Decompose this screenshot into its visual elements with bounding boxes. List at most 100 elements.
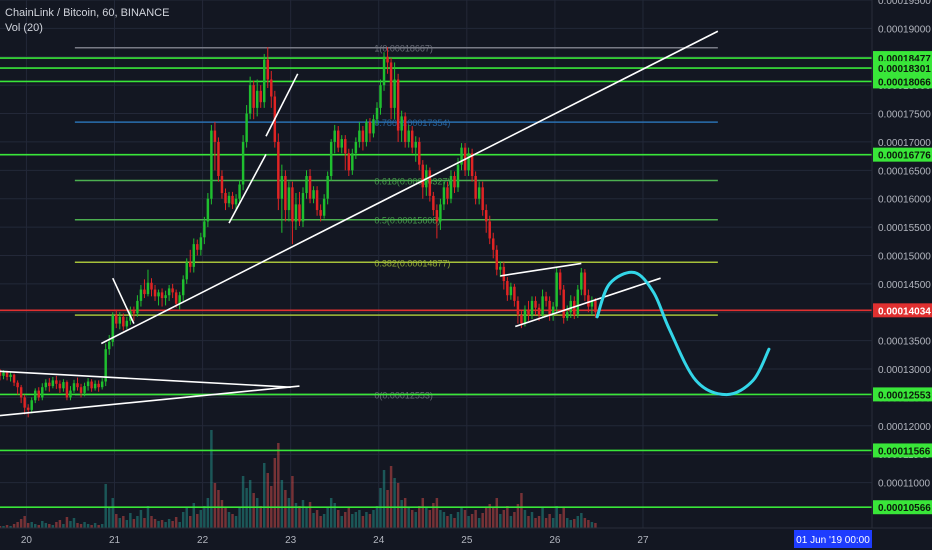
price-level-badge-label: 0.00018066 xyxy=(878,77,931,88)
volume-bar xyxy=(558,514,562,528)
candle-body xyxy=(467,153,470,171)
channel-bottom xyxy=(515,277,661,328)
candle-body xyxy=(453,176,456,188)
price-level-badge-label: 0.00018301 xyxy=(878,64,931,75)
volume-bar xyxy=(484,508,488,528)
volume-bar xyxy=(382,470,386,528)
volume-bar xyxy=(400,500,403,528)
candle-body xyxy=(403,116,407,142)
candle-body xyxy=(248,85,252,114)
candle-body xyxy=(488,221,491,239)
price-level-badge xyxy=(873,74,932,89)
candle-body xyxy=(55,380,58,384)
volume-bar xyxy=(308,502,312,528)
candle-body xyxy=(456,164,460,188)
time-tick-label: 22 xyxy=(197,535,209,546)
price-level-badge xyxy=(873,387,932,402)
candle-body xyxy=(58,383,62,389)
price-tick-label: 0.00012000 xyxy=(878,422,931,433)
price-tick-label: 0.00019500 xyxy=(878,0,931,7)
candle-body xyxy=(100,381,104,388)
price-tick-label: 0.00016000 xyxy=(878,195,931,206)
volume-bar xyxy=(153,519,157,528)
volume-bar xyxy=(118,518,122,528)
volume-bar xyxy=(280,480,284,528)
volume-bar xyxy=(255,498,259,528)
volume-bar xyxy=(125,520,129,528)
candle-body xyxy=(513,286,516,301)
candle-body xyxy=(192,244,196,267)
candle-body xyxy=(365,122,368,142)
volume-bar xyxy=(5,525,9,528)
candle-body xyxy=(298,204,301,222)
volume-bar xyxy=(37,525,40,528)
volume-bar xyxy=(569,520,572,528)
candle-body xyxy=(361,130,365,142)
candle-body xyxy=(322,198,326,216)
volume-bar xyxy=(537,516,541,528)
volume-bar xyxy=(495,498,499,528)
candle-body xyxy=(167,288,171,296)
candle-body xyxy=(93,383,97,389)
candle-body xyxy=(5,372,9,377)
volume-bar xyxy=(530,512,534,528)
volume-bar xyxy=(333,503,336,528)
fib-level-label: 0.786(0.00017354) xyxy=(374,118,450,128)
candle-body xyxy=(30,400,33,410)
candle-body xyxy=(231,195,234,205)
candle-body xyxy=(537,307,541,316)
volume-bar xyxy=(439,510,442,528)
candle-body xyxy=(104,349,107,382)
volume-bar xyxy=(111,498,114,528)
candle-body xyxy=(255,90,259,108)
candle-body xyxy=(481,187,484,211)
candle-body xyxy=(326,176,329,199)
volume-bar xyxy=(213,483,217,528)
candle-body xyxy=(178,295,181,304)
candle-body xyxy=(241,141,245,185)
volume-bar xyxy=(587,520,590,528)
candle-body xyxy=(83,386,86,393)
candle-body xyxy=(44,382,48,388)
volume-bar xyxy=(393,478,396,528)
candle-body xyxy=(439,204,442,222)
candle-body xyxy=(421,164,425,188)
price-axis-background xyxy=(872,0,932,550)
candle-body xyxy=(224,193,227,204)
volume-bar xyxy=(386,490,389,528)
candle-body xyxy=(206,198,210,222)
volume-bar xyxy=(573,519,576,528)
volume-bar xyxy=(284,490,287,528)
candle-body xyxy=(400,116,403,131)
volume-bar xyxy=(143,518,146,528)
candle-body xyxy=(351,153,354,171)
candle-body xyxy=(372,119,375,134)
candle-body xyxy=(266,59,269,80)
volume-bar xyxy=(210,430,213,528)
volume-bar xyxy=(192,503,196,528)
candle-body xyxy=(396,79,400,131)
price-level-badge-label: 0.00011566 xyxy=(878,446,931,457)
candle-body xyxy=(90,381,93,389)
volume-bar xyxy=(16,522,19,528)
candle-body xyxy=(62,382,65,389)
candle-body xyxy=(284,176,287,211)
price-level-badge xyxy=(873,147,932,162)
candle-body xyxy=(97,383,100,388)
volume-bar xyxy=(55,522,58,528)
candle-body xyxy=(319,210,322,216)
volume-bar xyxy=(541,508,544,528)
volume-bar xyxy=(389,466,393,528)
volume-bar xyxy=(160,520,164,528)
volume-bar xyxy=(548,514,551,528)
volume-bar xyxy=(65,517,69,528)
time-tick-label: 27 xyxy=(637,535,649,546)
candle-body xyxy=(414,141,417,148)
volume-bar xyxy=(347,508,351,528)
volume-bar xyxy=(407,508,410,528)
candle-body xyxy=(146,282,150,295)
candle-body xyxy=(587,295,590,307)
candle-body xyxy=(418,141,421,165)
